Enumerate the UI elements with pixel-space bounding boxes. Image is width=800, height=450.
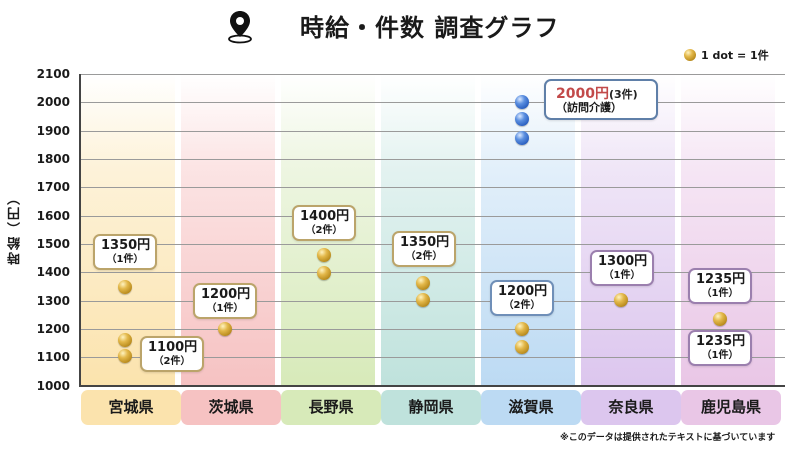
gold-dot-icon [684, 49, 696, 61]
gridline-1100 [79, 357, 785, 358]
plot-area [79, 74, 785, 386]
band-shiga [481, 74, 575, 386]
category-label-ibaraki: 茨城県 [181, 390, 281, 425]
data-dot [614, 293, 628, 307]
data-dot [118, 333, 132, 347]
y-tick: 1500 [36, 237, 70, 251]
category-label-shizuoka: 静岡県 [381, 390, 481, 425]
category-label-shiga: 滋賀県 [481, 390, 581, 425]
y-tick: 1200 [36, 322, 70, 336]
data-dot [515, 322, 529, 336]
gridline-2000 [79, 102, 785, 103]
map-pin-icon [228, 11, 252, 44]
data-dot-blue [515, 95, 529, 109]
y-tick: 1600 [36, 209, 70, 223]
data-dot-blue [515, 112, 529, 126]
data-dot [416, 293, 430, 307]
category-label-nara: 奈良県 [581, 390, 681, 425]
callout-nara-1300: 1300円 （1件） [590, 250, 654, 287]
data-dot [118, 280, 132, 294]
y-tick: 1900 [36, 124, 70, 138]
y-tick: 1100 [36, 350, 70, 364]
y-tick: 1400 [36, 265, 70, 279]
data-dot-blue [515, 131, 529, 145]
gridline-1400 [79, 272, 785, 273]
y-tick: 1300 [36, 294, 70, 308]
y-tick: 2100 [36, 67, 70, 81]
data-dot [713, 312, 727, 326]
legend-label: 1 dot = 1件 [701, 49, 769, 62]
gridline-1300 [79, 301, 785, 302]
category-label-kagoshima: 鹿児島県 [681, 390, 781, 425]
data-dot [317, 248, 331, 262]
gridline-1800 [79, 159, 785, 160]
callout-kagoshima-1235-lower: 1235円 （1件） [688, 330, 752, 367]
callout-miyagi-1350: 1350円 （1件） [93, 234, 157, 271]
gridline-1600 [79, 216, 785, 217]
y-tick: 2000 [36, 95, 70, 109]
y-tick: 1800 [36, 152, 70, 166]
y-tick: 1700 [36, 180, 70, 194]
callout-ibaraki-1200: 1200円 （1件） [193, 283, 257, 320]
chart-header: 時給・件数 調査グラフ [0, 4, 800, 44]
y-axis-line [79, 74, 81, 387]
gridline-1900 [79, 131, 785, 132]
category-label-nagano: 長野県 [281, 390, 381, 425]
gridline-2100 [79, 74, 785, 75]
footnote: ※このデータは提供されたテキストに基づいています [560, 433, 776, 443]
y-tick: 1000 [36, 379, 70, 393]
band-shizuoka [381, 74, 475, 386]
callout-miyagi-1100: 1100円 （2件） [140, 336, 204, 373]
data-dot [416, 276, 430, 290]
callout-kagoshima-1235-upper: 1235円 （1件） [688, 268, 752, 305]
data-dot [218, 322, 232, 336]
x-axis-line [79, 385, 785, 387]
callout-shiga-1200: 1200円 （2件） [490, 280, 554, 317]
y-axis-label: 時給（円） [8, 190, 23, 265]
gridline-1700 [79, 187, 785, 188]
chart-title: 時給・件数 調査グラフ [300, 14, 560, 42]
category-label-miyagi: 宮城県 [81, 390, 181, 425]
data-dot [118, 349, 132, 363]
data-dot [317, 266, 331, 280]
chart-legend: 1 dot = 1件 [684, 47, 769, 63]
callout-nagano-1400: 1400円 （2件） [292, 205, 356, 242]
gridline-1200 [79, 329, 785, 330]
band-nara [581, 74, 675, 386]
callout-shiga-2000: 2000円(3件) （訪問介護） [544, 79, 658, 121]
data-dot [515, 340, 529, 354]
callout-shizuoka-1350: 1350円 （2件） [392, 231, 456, 268]
